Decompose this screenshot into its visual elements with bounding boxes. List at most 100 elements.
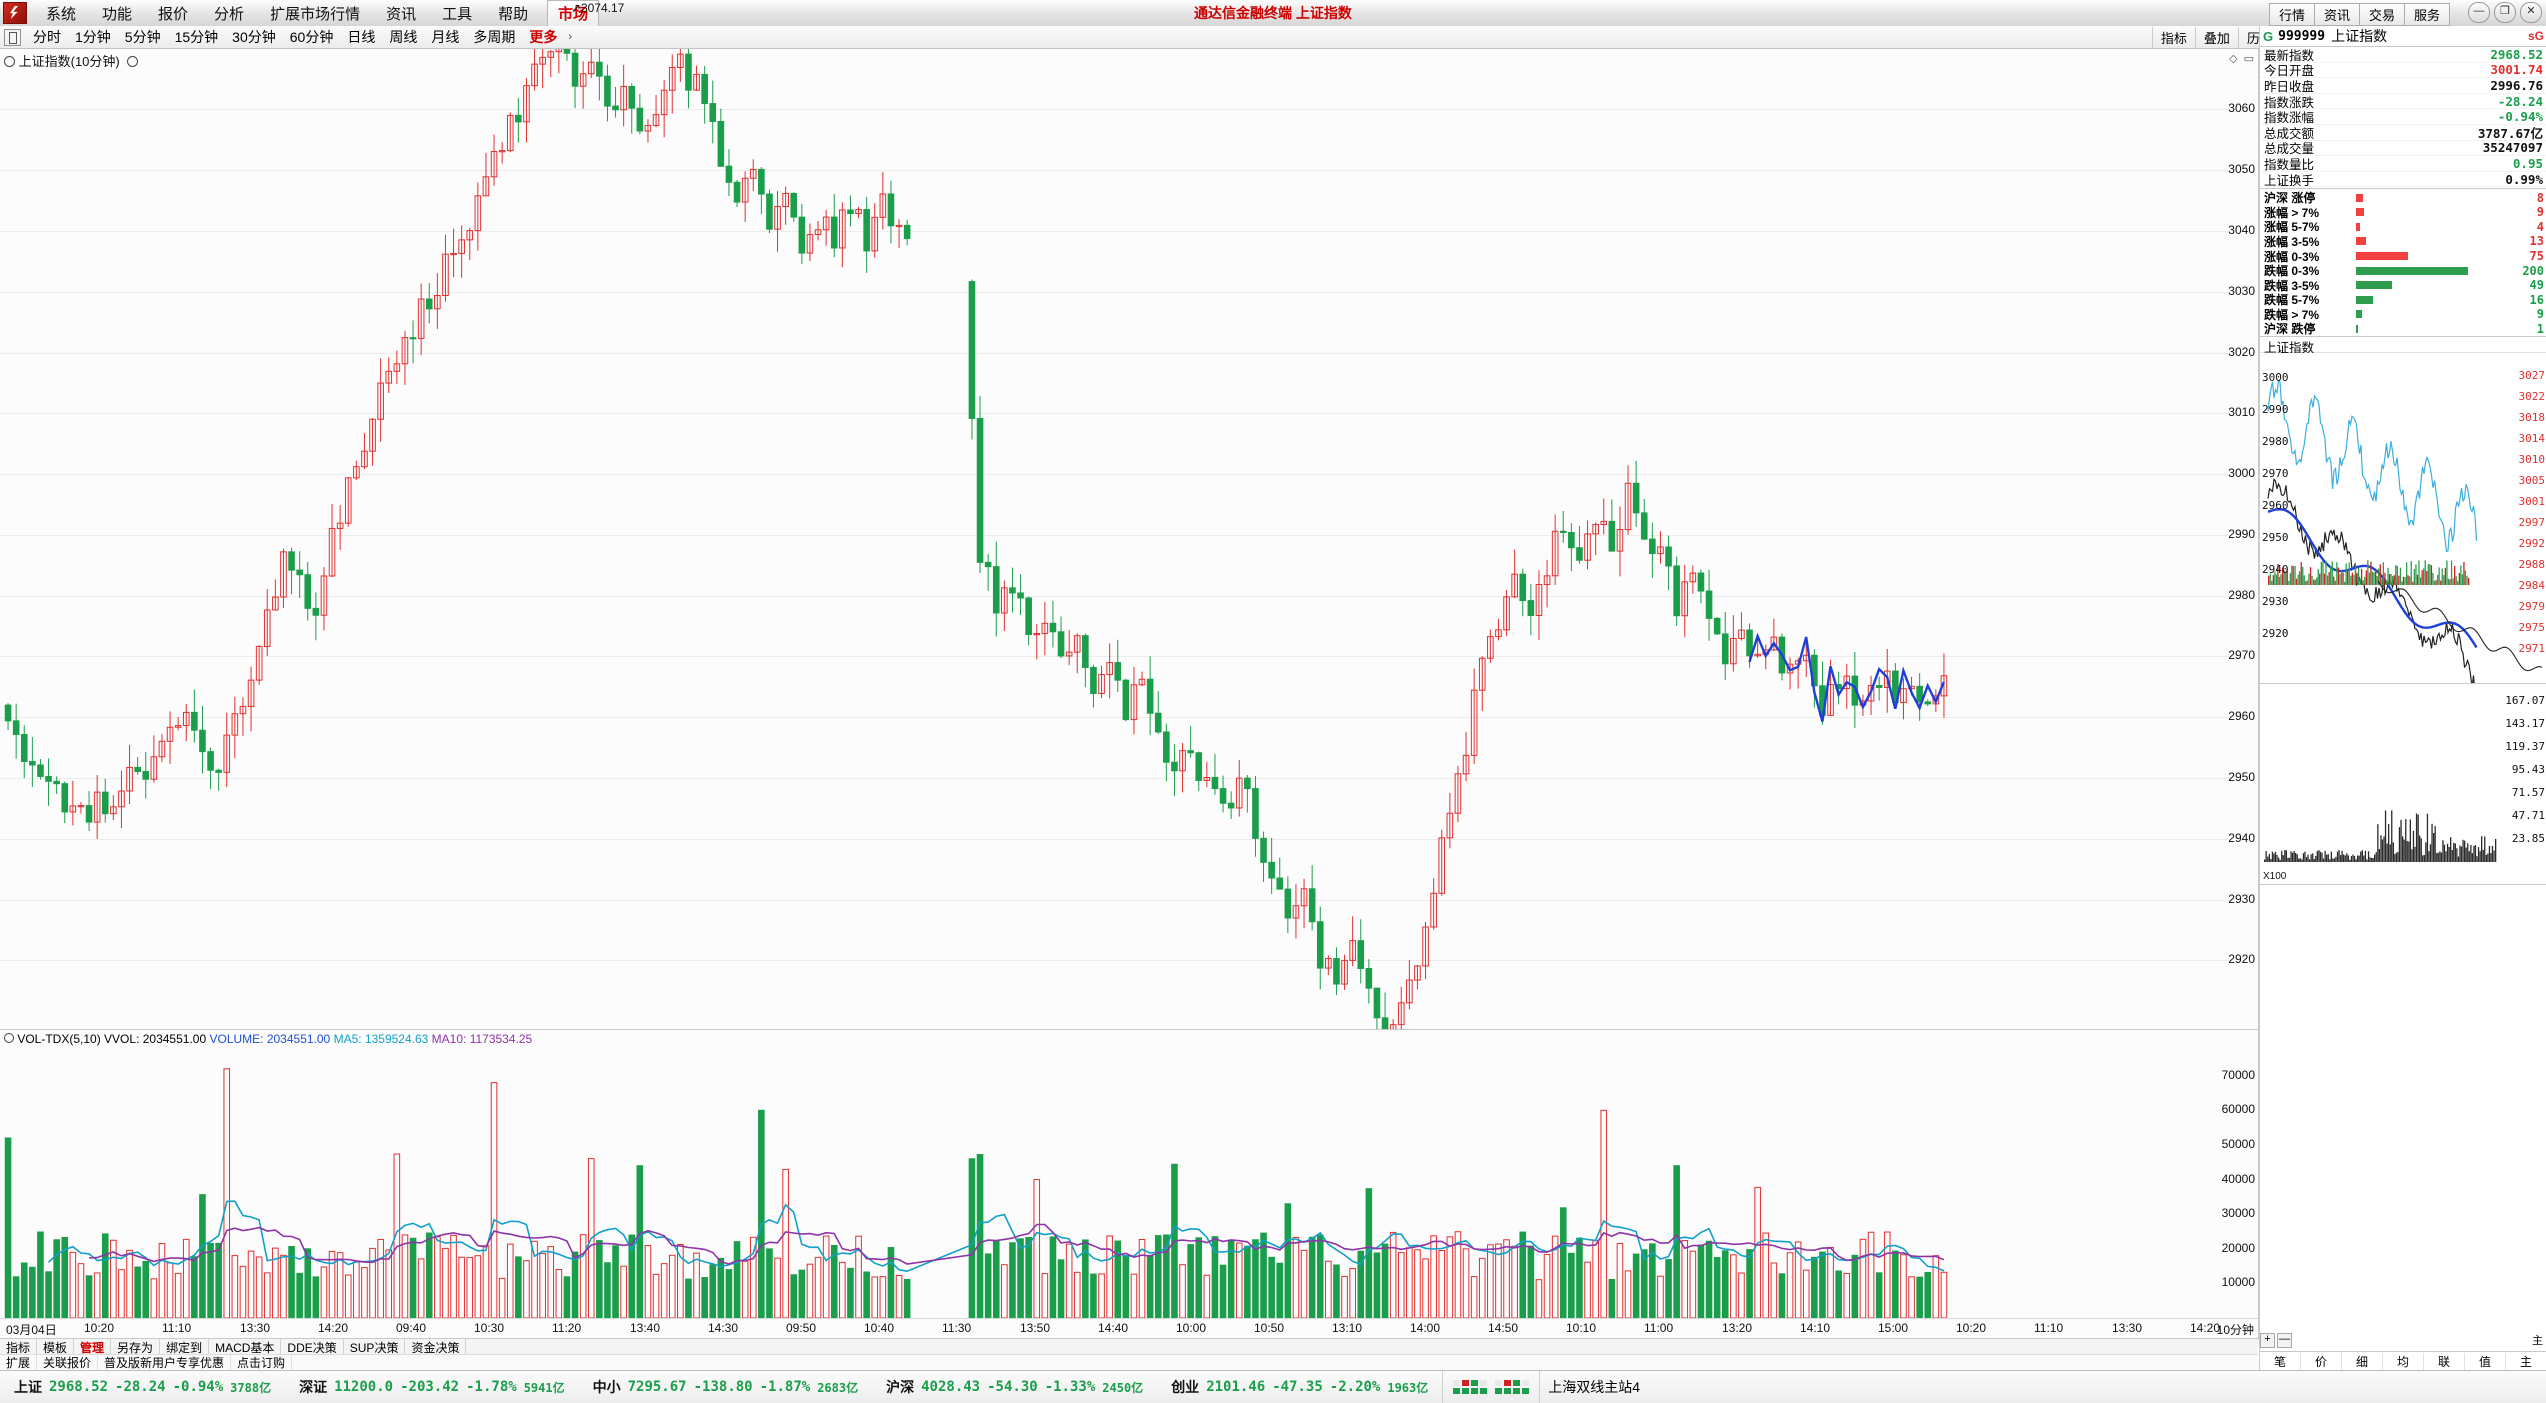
tab-zixun[interactable]: 资讯: [2313, 3, 2360, 26]
period-daily[interactable]: 日线: [347, 29, 376, 45]
status-index-amount: 2450亿: [1102, 1380, 1144, 1395]
quote-row-value: -28.24: [2497, 93, 2543, 109]
indbar-lingcunwei[interactable]: 另存为: [111, 1338, 161, 1356]
indbar-guanli[interactable]: 管理: [74, 1338, 112, 1356]
tab-jiaoyi[interactable]: 交易: [2358, 3, 2405, 26]
volume-chart-pane[interactable]: VOL-TDX(5,10) VVOL: 2034551.00 VOLUME: 2…: [0, 1030, 2259, 1340]
lower-y-tick: 95.43: [2511, 763, 2545, 777]
minimize-icon[interactable]: —: [2468, 2, 2490, 23]
distribution-value: 16: [2529, 292, 2544, 307]
price-y-tick: 3040: [2228, 222, 2255, 237]
restore-icon[interactable]: ❐: [2494, 2, 2516, 23]
period-weekly[interactable]: 周线: [389, 29, 418, 45]
time-tick: 10:10: [1566, 1321, 1597, 1335]
menu-tab-market[interactable]: 市场: [547, 0, 600, 27]
volume-series: [4, 1068, 1948, 1319]
indbar-muban[interactable]: 模板: [37, 1338, 75, 1356]
time-tick: 10:40: [864, 1321, 895, 1335]
foot-tab-xi[interactable]: 细: [2342, 1352, 2383, 1370]
diamond-icon[interactable]: ◇: [2229, 53, 2238, 65]
panel-icon[interactable]: ▭: [2243, 53, 2254, 65]
extbar-kuozhan[interactable]: 扩展: [0, 1354, 38, 1371]
status-index-group[interactable]: 上证 2968.52 -28.24 -0.94% 3788亿: [0, 1377, 285, 1397]
distribution-value: 49: [2529, 278, 2544, 293]
extbar-guanlian[interactable]: 关联报价: [37, 1354, 99, 1371]
menu-item-system[interactable]: 系统: [46, 5, 77, 23]
distribution-label: 涨幅 5-7%: [2264, 220, 2320, 235]
distribution-bar: [2356, 222, 2360, 231]
gridline: [0, 170, 2230, 172]
indbar-dde[interactable]: DDE决策: [281, 1338, 344, 1356]
status-index-group[interactable]: 中小 7295.67 -138.80 -1.87% 2683亿: [579, 1377, 873, 1397]
indbar-zhibiao[interactable]: 指标: [0, 1338, 38, 1356]
distribution-row: 跌幅 > 7% 9: [2260, 307, 2546, 322]
network-indicator: [1442, 1371, 1539, 1403]
period-5min[interactable]: 5分钟: [124, 29, 161, 45]
extbar-promo[interactable]: 普及版新用户专享优惠: [98, 1354, 232, 1371]
menu-item-analysis[interactable]: 分析: [214, 5, 245, 23]
zoom-out-icon[interactable]: —: [2277, 1332, 2292, 1348]
period-30min[interactable]: 30分钟: [232, 29, 276, 45]
foot-tab-bi[interactable]: 笔: [2260, 1352, 2301, 1370]
status-index-name: 深证: [299, 1379, 328, 1395]
status-index-pct: -1.33%: [1044, 1379, 1096, 1395]
ctl-label[interactable]: 主: [2532, 1335, 2543, 1347]
mini-y-tick-right: 3027: [2518, 369, 2546, 383]
tool-overlay[interactable]: 叠加: [2194, 26, 2238, 48]
mini-intraday-chart[interactable]: 3000 2990 2980 2970 2960 2950 2940 2930 2920 302…: [2260, 353, 2546, 685]
status-index-group[interactable]: 沪深 4028.43 -54.30 -1.33% 2450亿: [872, 1377, 1157, 1397]
menu-item-quote[interactable]: 报价: [158, 5, 189, 23]
period-monthly[interactable]: 月线: [431, 29, 460, 45]
foot-tab-jia[interactable]: 价: [2301, 1352, 2342, 1370]
tool-indicator[interactable]: 指标: [2151, 26, 2195, 48]
volume-vvol: VVOL: 2034551.00: [104, 1032, 207, 1046]
gridline: [0, 413, 2230, 415]
indbar-zijin[interactable]: 资金决策: [405, 1338, 467, 1356]
lower-y-tick: 167.07: [2505, 694, 2545, 708]
layout-icon[interactable]: [4, 28, 21, 46]
period-fenshi[interactable]: 分时: [33, 29, 61, 45]
price-chart-pane[interactable]: 上证指数(10分钟) ◇ ▭ 3060 3050 3040 3030 3020 3010 3…: [0, 1, 2259, 1101]
chevron-right-icon[interactable]: ›: [568, 31, 572, 43]
price-y-tick: 2960: [2228, 709, 2255, 724]
quote-header[interactable]: G 999999 上证指数 sG: [2260, 26, 2546, 47]
time-tick: 14:10: [1800, 1321, 1831, 1335]
foot-tab-jun[interactable]: 均: [2383, 1352, 2424, 1370]
menu-item-function[interactable]: 功能: [102, 5, 133, 23]
high-annotation: ↗3074.17: [570, 0, 625, 15]
quote-row: 今日开盘 3001.74: [2260, 62, 2546, 78]
quote-row: 总成交量 35247097: [2260, 140, 2546, 156]
close-icon[interactable]: ✕: [2520, 2, 2542, 23]
period-more[interactable]: 更多: [529, 29, 558, 45]
mini-y-tick-right: 3005: [2518, 474, 2546, 488]
extbar-order[interactable]: 点击订购: [231, 1354, 293, 1371]
menu-item-tools[interactable]: 工具: [442, 5, 473, 23]
lower-y-tick: 23.85: [2511, 832, 2545, 846]
period-1min[interactable]: 1分钟: [75, 29, 111, 45]
foot-tab-zhu[interactable]: 主: [2506, 1353, 2546, 1370]
status-bar: 上证 2968.52 -28.24 -0.94% 3788亿 深证 11200.0 -203.…: [0, 1370, 2546, 1403]
zoom-in-icon[interactable]: +: [2260, 1332, 2275, 1348]
status-index-change: -203.42: [400, 1379, 460, 1395]
period-15min[interactable]: 15分钟: [174, 29, 219, 45]
status-index-group[interactable]: 深证 11200.0 -203.42 -1.78% 5941亿: [285, 1377, 579, 1397]
period-60min[interactable]: 60分钟: [289, 29, 334, 45]
distribution-rows: 沪深 涨停 8 涨幅 > 7% 9 涨幅 5-7% 4 涨幅 3-5% 13 涨幅 0-3% 75…: [2260, 190, 2546, 337]
mini-y-tick-left: 2980: [2262, 435, 2289, 449]
menu-item-extended-market[interactable]: 扩展市场行情: [270, 5, 361, 23]
menu-item-news[interactable]: 资讯: [386, 5, 417, 23]
lower-mini-chart[interactable]: 167.07 143.17 119.37 95.43 71.57 47.71 23.85 X…: [2260, 684, 2546, 886]
tab-hangqing[interactable]: 行情: [2268, 3, 2315, 26]
foot-tab-zhi[interactable]: 值: [2465, 1352, 2506, 1370]
indbar-macd[interactable]: MACD基本: [209, 1338, 282, 1356]
period-multi[interactable]: 多周期: [473, 29, 516, 45]
price-y-tick: 3000: [2228, 466, 2255, 481]
status-index-group[interactable]: 创业 2101.46 -47.35 -2.20% 1963亿: [1157, 1377, 1442, 1397]
tab-fuwu[interactable]: 服务: [2403, 3, 2450, 26]
foot-tab-lian[interactable]: 联: [2424, 1352, 2465, 1370]
menu-item-help[interactable]: 帮助: [498, 5, 529, 23]
indbar-bangdingdao[interactable]: 绑定到: [160, 1338, 210, 1356]
gridline: [0, 109, 2230, 111]
quote-row-value: 2968.52: [2490, 46, 2543, 62]
indbar-sup[interactable]: SUP决策: [344, 1338, 406, 1356]
